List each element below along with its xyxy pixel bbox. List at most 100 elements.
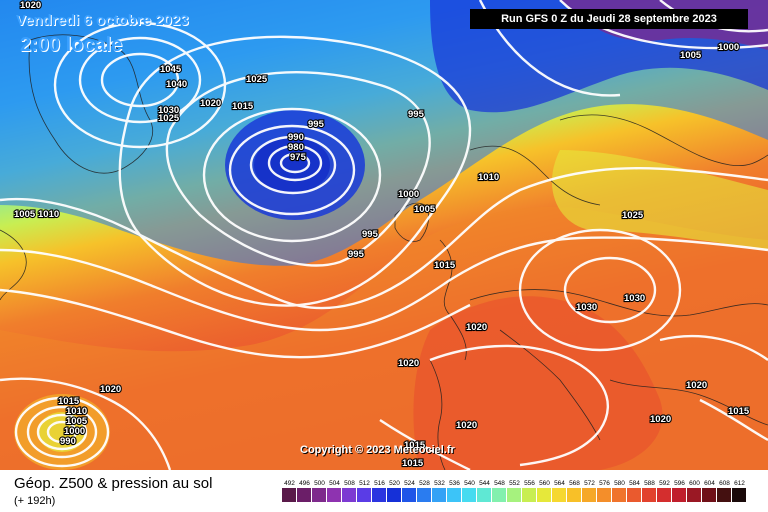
legend-color-swatch — [612, 488, 626, 502]
legend-value-label: 596 — [674, 480, 685, 487]
isobar-label: 990 — [288, 132, 304, 143]
legend-color-swatch — [417, 488, 431, 502]
legend-value-label: 600 — [689, 480, 700, 487]
legend-value-label: 520 — [389, 480, 400, 487]
forecast-lead-time: (+ 192h) — [14, 495, 56, 507]
legend-color-swatch — [282, 488, 296, 502]
legend-value-label: 576 — [599, 480, 610, 487]
legend-value-label: 512 — [359, 480, 370, 487]
legend-value-label: 532 — [434, 480, 445, 487]
isobar-label: 1000 — [718, 42, 739, 53]
isobar-label: 995 — [408, 109, 425, 120]
isobar-label: 1030 — [158, 105, 179, 116]
map-title: Géop. Z500 & pression au sol — [14, 475, 213, 492]
isobar-label: 1030 — [624, 293, 645, 304]
isobar-label: 1015 — [434, 260, 456, 271]
legend-color-swatch — [402, 488, 416, 502]
legend-color-swatch — [582, 488, 596, 502]
legend-color-swatch — [372, 488, 386, 502]
legend-color-swatch — [552, 488, 566, 502]
geopotential-zone-cutoff-core — [38, 412, 86, 452]
isobar-label: 1020 — [466, 322, 487, 333]
isobar-label: 1020 — [456, 420, 477, 431]
color-scale-legend: 492 496 500 504 508 512 516 520 524 528 532 536 540 5… — [282, 476, 752, 506]
isobar-label: 1020 — [398, 358, 419, 369]
legend-value-label: 496 — [299, 480, 310, 487]
legend-value-label: 556 — [524, 480, 535, 487]
legend-color-swatch — [717, 488, 731, 502]
isobar-label: 1015 — [232, 101, 254, 112]
legend-color-swatch — [702, 488, 716, 502]
isobar-label: 1005 — [414, 204, 436, 215]
geopotential-low-inner — [254, 137, 330, 193]
local-time: 2:00 locale — [20, 34, 123, 56]
geopotential-ridge-core — [413, 296, 663, 470]
isobar-label: 1020 — [200, 98, 221, 109]
legend-color-swatch — [462, 488, 476, 502]
isobar-label: 1005 — [66, 416, 88, 427]
weather-map: 1020 1045 1040 1030 1025 1020 1015 1025 … — [0, 0, 768, 470]
copyright-notice: Copyright © 2023 Meteociel.fr — [300, 444, 455, 456]
legend-color-swatch — [642, 488, 656, 502]
legend-value-label: 612 — [734, 480, 745, 487]
footer-bar: Géop. Z500 & pression au sol (+ 192h) 49… — [0, 470, 768, 512]
isobar-label: 1020 — [650, 414, 671, 425]
isobar-label: 1025 — [246, 74, 268, 85]
legend-color-swatch — [477, 488, 491, 502]
legend-value-label: 524 — [404, 480, 415, 487]
legend-color-swatch — [567, 488, 581, 502]
isobar-label: 1005 — [680, 50, 702, 61]
legend-value-label: 584 — [629, 480, 640, 487]
isobars — [0, 0, 768, 470]
legend-value-label: 528 — [419, 480, 430, 487]
isobar-label: 1010 — [66, 406, 87, 417]
legend-value-label: 572 — [584, 480, 595, 487]
legend-color-swatch — [357, 488, 371, 502]
legend-color-swatch — [297, 488, 311, 502]
isobar-label: 1030 — [576, 302, 597, 313]
legend-value-label: 492 — [284, 480, 295, 487]
legend-color-swatch — [657, 488, 671, 502]
isobar-label: 1020 — [686, 380, 707, 391]
isobar-label: 1000 — [398, 189, 419, 200]
legend-value-label: 536 — [449, 480, 460, 487]
legend-value-label: 508 — [344, 480, 355, 487]
legend-value-label: 580 — [614, 480, 625, 487]
legend-value-label: 604 — [704, 480, 715, 487]
legend-color-swatch — [597, 488, 611, 502]
isobar-label: 1000 — [64, 426, 85, 437]
isobar-label: 1010 — [478, 172, 499, 183]
isobar-label: 975 — [290, 152, 307, 163]
isobar-label: 1025 — [622, 210, 644, 221]
legend-color-swatch — [687, 488, 701, 502]
legend-color-swatch — [507, 488, 521, 502]
legend-value-label: 568 — [569, 480, 580, 487]
legend-color-swatch — [387, 488, 401, 502]
legend-value-label: 544 — [479, 480, 490, 487]
isobar-label: 1045 — [160, 64, 182, 75]
legend-value-label: 608 — [719, 480, 730, 487]
isobar-label: 990 — [60, 436, 76, 447]
isobar-label: 980 — [288, 142, 304, 153]
legend-color-swatch — [492, 488, 506, 502]
isobar-label: 995 — [362, 229, 379, 240]
legend-color-swatch — [312, 488, 326, 502]
legend-value-label: 560 — [539, 480, 550, 487]
geopotential-zone-yellow-east — [551, 150, 768, 250]
isobar-label: 995 — [348, 249, 365, 260]
isobar-label: 1015 — [728, 406, 750, 417]
legend-value-label: 588 — [644, 480, 655, 487]
legend-color-swatch — [522, 488, 536, 502]
isobar-label: 1025 — [158, 113, 180, 124]
legend-value-label: 592 — [659, 480, 670, 487]
legend-value-label: 504 — [329, 480, 340, 487]
valid-date: Vendredi 6 octobre 2023 — [16, 12, 189, 29]
legend-color-swatch — [732, 488, 746, 502]
legend-color-swatch — [447, 488, 461, 502]
run-info-banner: Run GFS 0 Z du Jeudi 28 septembre 2023 — [470, 9, 748, 29]
legend-color-swatch — [537, 488, 551, 502]
isobar-label: 1015 — [58, 396, 80, 407]
land-outlines — [0, 34, 768, 470]
legend-value-label: 548 — [494, 480, 505, 487]
legend-color-swatch — [327, 488, 341, 502]
